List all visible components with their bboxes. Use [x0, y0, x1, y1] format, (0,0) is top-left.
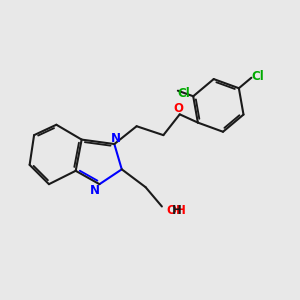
Text: H: H [172, 203, 182, 217]
Text: O: O [173, 102, 183, 115]
Text: N: N [111, 132, 121, 145]
Text: Cl: Cl [177, 87, 190, 100]
Text: OH: OH [166, 203, 186, 217]
Text: Cl: Cl [251, 70, 264, 83]
Text: N: N [90, 184, 100, 196]
